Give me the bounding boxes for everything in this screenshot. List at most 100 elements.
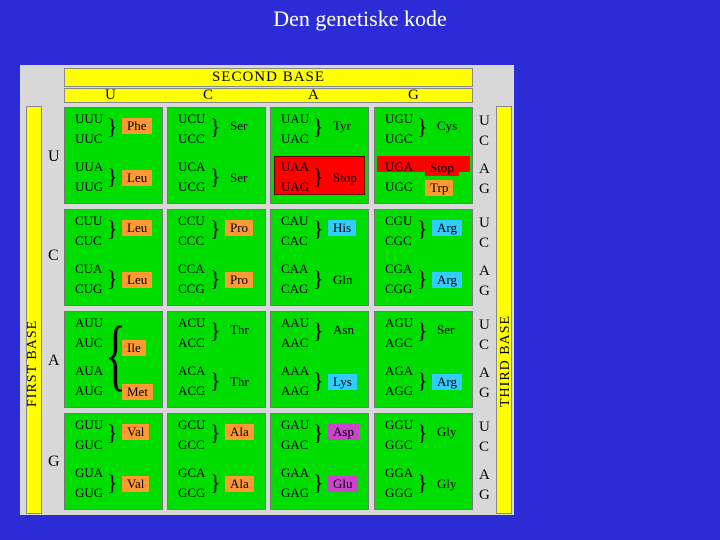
first-base-letter-g: G (48, 453, 60, 470)
third-base-letter: A (479, 467, 490, 483)
brace-icon: } (313, 114, 324, 139)
amino-acid-label: Lys (328, 374, 357, 390)
brace-icon: } (417, 470, 428, 495)
third-base-letter: A (479, 263, 490, 279)
codon-label: CAU (281, 213, 309, 228)
brace-icon: } (417, 368, 428, 393)
amino-acid-label: Pro (225, 220, 254, 236)
amino-acid-label: Leu (122, 170, 153, 186)
amino-acid-label: Ser (230, 170, 248, 185)
brace-icon: } (107, 164, 118, 189)
codon-label: AUA (75, 363, 104, 378)
codon-cell: AUU AUC AUA AUG{Ile Met (64, 311, 163, 408)
codon-label: CUG (75, 281, 103, 296)
third-base-label: THIRD BASE (498, 314, 513, 407)
amino-acid-label: Cys (437, 118, 458, 133)
codon-label: GGU (385, 417, 414, 432)
codon-table: SECOND BASE U C A G FIRST BASE U C A G T… (20, 65, 514, 515)
second-base-letter-c: C (203, 87, 214, 103)
amino-acid-label: Ala (225, 424, 254, 440)
amino-acid-label: Glu (328, 476, 358, 492)
third-base-letter: C (479, 337, 490, 353)
amino-acid-label: Arg (432, 272, 462, 288)
third-base-letter: C (479, 439, 490, 455)
codon-label: GUU (75, 417, 104, 432)
codon-label: GAC (281, 437, 309, 452)
brace-icon: } (417, 114, 428, 139)
third-base-letter: C (479, 133, 490, 149)
codon-label: GGC (385, 437, 413, 452)
codon-label: AAU (281, 315, 310, 330)
codon-label: ACA (178, 363, 206, 378)
brace-icon: } (210, 266, 221, 291)
brace-icon: } (417, 266, 428, 291)
brace-icon: } (313, 216, 324, 241)
codon-label: GAG (281, 485, 310, 500)
codon-label: CCG (178, 281, 205, 296)
codon-cell: CUU CUC CUA CUG}} Leu Leu (64, 209, 163, 306)
codon-label: AAC (281, 335, 309, 350)
amino-acid-label: Ile (122, 340, 146, 356)
codon-label: UUA (75, 159, 104, 174)
codon-cell: GAU GAC GAA GAG}} Asp Glu (270, 413, 369, 510)
brace-icon: } (210, 470, 221, 495)
codon-label: UUU (75, 111, 104, 126)
codon-cell: AGU AGC AGA AGG}} Ser Arg (374, 311, 473, 408)
brace-icon: } (210, 318, 221, 343)
codon-label: AAG (281, 383, 310, 398)
third-base-letter: U (479, 113, 490, 129)
codon-label: GAU (281, 417, 310, 432)
codon-label: UAU (281, 111, 310, 126)
codon-label: ACC (178, 335, 205, 350)
amino-acid-label: Ser (230, 118, 248, 133)
brace-icon: } (210, 164, 221, 189)
brace-icon: } (210, 216, 221, 241)
amino-acid-label: Ala (225, 476, 254, 492)
brace-icon: } (210, 114, 221, 139)
codon-label: CCA (178, 261, 205, 276)
codon-label: AUC (75, 335, 103, 350)
second-base-letter-g: G (408, 87, 419, 103)
codon-label: AUU (75, 315, 104, 330)
amino-acid-label: Phe (122, 118, 152, 134)
brace-icon: } (210, 368, 221, 393)
third-base-letter: G (479, 487, 490, 503)
codon-label: AGC (385, 335, 413, 350)
codon-label: AUG (75, 383, 104, 398)
codon-label: CGU (385, 213, 413, 228)
codon-label: GGA (385, 465, 414, 480)
third-base-letter: C (479, 235, 490, 251)
codon-cell: GCU GCC GCA GCG}} Ala Ala (167, 413, 266, 510)
brace-icon: { (105, 310, 127, 399)
brace-icon: } (210, 420, 221, 445)
amino-acid-label: His (328, 220, 357, 236)
codon-label: GCC (178, 437, 205, 452)
codon-label: CCC (178, 233, 205, 248)
first-base-strip: FIRST BASE (25, 106, 42, 514)
amino-acid-label: Leu (122, 220, 153, 236)
codon-label: GCG (178, 485, 206, 500)
amino-acid-label: Thr (230, 374, 249, 389)
codon-label: UUC (75, 131, 103, 146)
codon-label: CCU (178, 213, 205, 228)
brace-icon: } (107, 420, 118, 445)
codon-cell: AAU AAC AAA AAG}} Asn Lys (270, 311, 369, 408)
amino-acid-label: Arg (432, 220, 462, 236)
amino-acid-label: Stop (333, 170, 357, 185)
codon-label: CAA (281, 261, 309, 276)
codon-label: CAC (281, 233, 308, 248)
third-base-letter: U (479, 317, 490, 333)
amino-acid-label: Tyr (333, 118, 351, 133)
first-base-label: FIRST BASE (25, 319, 40, 407)
codon-cell: ACU ACC ACA ACG}} Thr Thr (167, 311, 266, 408)
codon-cell: CGU CGC CGA CGG}} Arg Arg (374, 209, 473, 306)
amino-acid-label: Pro (225, 272, 254, 288)
amino-acid-label: Asn (333, 322, 354, 337)
codon-label: ACG (178, 383, 206, 398)
third-base-letter: A (479, 365, 490, 381)
amino-acid-label: Gln (333, 272, 353, 287)
amino-acid-label: Arg (432, 374, 462, 390)
third-base-letter: U (479, 419, 490, 435)
codon-label: UCG (178, 179, 206, 194)
codon-label: GUG (75, 485, 104, 500)
